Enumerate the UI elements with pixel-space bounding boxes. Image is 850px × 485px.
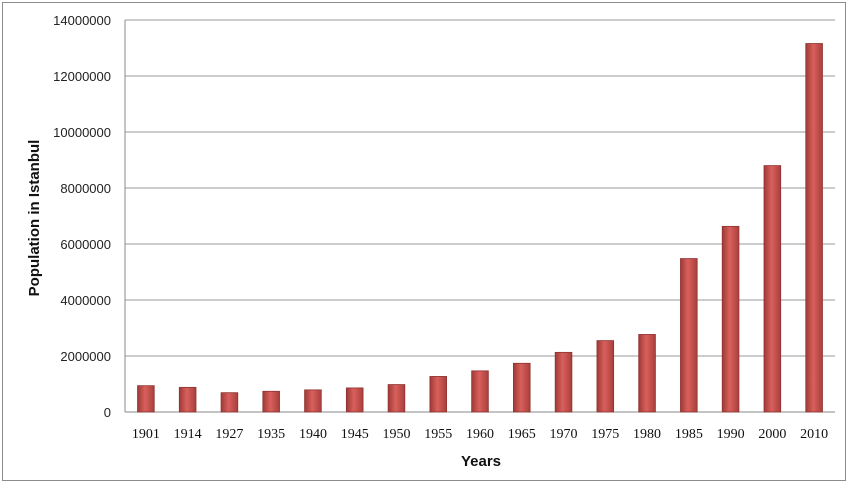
- y-tick-label: 12000000: [53, 69, 111, 84]
- x-tick-label: 1955: [424, 427, 452, 442]
- bar-1955: [429, 376, 447, 413]
- x-tick-label: 1960: [466, 427, 494, 442]
- x-tick-label: 1901: [132, 427, 160, 442]
- bar-1927: [220, 392, 239, 413]
- bar-1980: [638, 334, 656, 413]
- y-axis-title: Population in Istanbul: [26, 140, 43, 297]
- bar-1990: [721, 225, 740, 413]
- bar-1975: [596, 340, 615, 413]
- x-tick-labels: 1901 1914 1927 1935 1940 1945 1950 1955 1960 1965…: [132, 427, 828, 442]
- x-tick-label: 1914: [174, 427, 202, 442]
- y-tick-label: 6000000: [60, 237, 111, 252]
- y-tick-label: 4000000: [60, 293, 111, 308]
- bar-1970: [554, 351, 573, 413]
- x-tick-label: 1980: [633, 427, 661, 442]
- bar-1940: [304, 389, 322, 413]
- y-tick-label: 2000000: [60, 349, 111, 364]
- x-tick-label: 1985: [675, 427, 703, 442]
- x-tick-label: 1965: [508, 427, 536, 442]
- x-tick-label: 1940: [299, 427, 327, 442]
- bar-2000: [763, 165, 782, 413]
- y-tick-label: 14000000: [53, 13, 111, 28]
- x-tick-label: 1945: [341, 427, 369, 442]
- x-tick-label: 2010: [800, 427, 828, 442]
- x-tick-label: 1975: [591, 427, 619, 442]
- bar-1914: [178, 386, 197, 413]
- bar-1901: [137, 385, 155, 413]
- y-tick-labels: 0 2000000 4000000 6000000 8000000 10000000 120…: [53, 13, 111, 420]
- y-tick-label: 10000000: [53, 125, 111, 140]
- bar-1935: [262, 390, 280, 413]
- x-tick-label: 1950: [382, 427, 410, 442]
- bar-1965: [513, 362, 531, 413]
- x-tick-label: 1990: [717, 427, 745, 442]
- x-axis-title: Years: [461, 453, 501, 470]
- y-tick-label: 0: [104, 405, 111, 420]
- bar-1985: [680, 258, 698, 413]
- gridlines: [124, 19, 835, 413]
- x-tick-label: 2000: [758, 427, 786, 442]
- bar-1945: [345, 387, 364, 413]
- x-tick-label: 1935: [257, 427, 285, 442]
- bar-1960: [471, 370, 489, 413]
- bars: [137, 43, 823, 413]
- bar-chart: 0 2000000 4000000 6000000 8000000 10000000 120…: [26, 13, 835, 470]
- bar-1950: [387, 384, 406, 413]
- bar-2010: [805, 43, 823, 413]
- x-tick-label: 1970: [550, 427, 578, 442]
- x-tick-label: 1927: [215, 427, 243, 442]
- y-tick-label: 8000000: [60, 181, 111, 196]
